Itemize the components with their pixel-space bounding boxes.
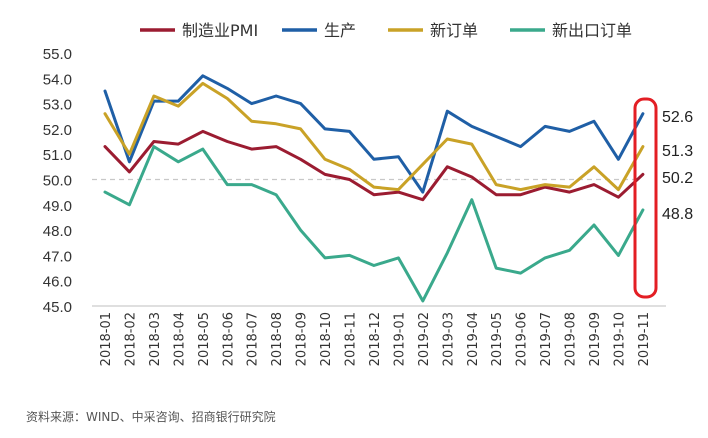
x-tick-label: 2019-09 — [588, 312, 603, 366]
y-tick-label: 55.0 — [43, 46, 72, 63]
legend-label: 新订单 — [430, 21, 478, 40]
x-tick-label: 2019-03 — [441, 312, 456, 366]
y-tick-label: 49.0 — [43, 198, 72, 215]
x-tick-label: 2018-03 — [148, 312, 163, 366]
x-tick-label: 2019-11 — [637, 312, 652, 366]
x-tick-label: 2019-07 — [539, 312, 554, 366]
series-line-2 — [103, 74, 645, 194]
legend-label: 新出口订单 — [552, 21, 632, 40]
x-tick-label: 2018-04 — [172, 312, 187, 366]
end-value-label: 51.3 — [662, 143, 693, 160]
highlight-rectangle — [633, 97, 658, 299]
x-axis: 2018-01 2018-02 2018-03 2018-04 2018-05 2018-… — [92, 305, 666, 366]
x-tick-label: 2019-10 — [612, 312, 627, 366]
x-tick-label: 2019-08 — [564, 312, 579, 366]
end-value-label: 52.6 — [662, 109, 693, 126]
x-tick-label: 2018-02 — [123, 312, 138, 366]
series-line-3 — [103, 81, 645, 192]
series-line-1 — [103, 129, 645, 202]
x-tick-label: 2018-10 — [319, 312, 334, 366]
legend-label: 生产 — [324, 21, 356, 40]
y-tick-label: 54.0 — [43, 71, 72, 88]
chart-legend: 制造业PMI 生产 新订单 新出口订单 — [140, 21, 632, 40]
series-line-4 — [103, 145, 645, 303]
end-value-label: 50.2 — [662, 170, 693, 187]
x-tick-label: 2018-11 — [344, 312, 359, 366]
x-tick-label: 2019-01 — [392, 312, 407, 366]
x-tick-label: 2018-07 — [246, 312, 261, 366]
highlight-box — [633, 97, 658, 299]
y-tick-label: 48.0 — [43, 223, 72, 240]
legend-label: 制造业PMI — [182, 21, 258, 40]
x-tick-label: 2019-04 — [466, 312, 481, 366]
series-lines — [103, 74, 645, 303]
end-value-labels: 52.6 51.3 50.2 48.8 — [662, 109, 693, 223]
x-tick-label: 2018-05 — [197, 312, 212, 366]
y-axis: 45.0 46.0 47.0 48.0 49.0 50.0 51.0 52.0 53.0 54.0… — [43, 46, 72, 316]
y-tick-label: 51.0 — [43, 147, 72, 164]
x-tick-label: 2019-06 — [515, 312, 530, 366]
x-tick-label: 2018-12 — [368, 312, 383, 366]
source-note: 资料来源：WIND、中采咨询、招商银行研究院 — [26, 410, 276, 424]
y-tick-label: 45.0 — [43, 299, 72, 316]
x-tick-label: 2018-09 — [295, 312, 310, 366]
x-tick-label: 2019-05 — [490, 312, 505, 366]
y-tick-label: 47.0 — [43, 248, 72, 265]
end-value-label: 48.8 — [662, 206, 693, 223]
y-tick-label: 52.0 — [43, 122, 72, 139]
x-tick-label: 2019-02 — [417, 312, 432, 366]
y-tick-label: 50.0 — [43, 173, 72, 190]
x-tick-label: 2018-06 — [221, 312, 236, 366]
y-tick-label: 53.0 — [43, 97, 72, 114]
x-tick-label: 2018-08 — [270, 312, 285, 366]
x-tick-label: 2018-01 — [99, 312, 114, 366]
y-tick-label: 46.0 — [43, 274, 72, 291]
